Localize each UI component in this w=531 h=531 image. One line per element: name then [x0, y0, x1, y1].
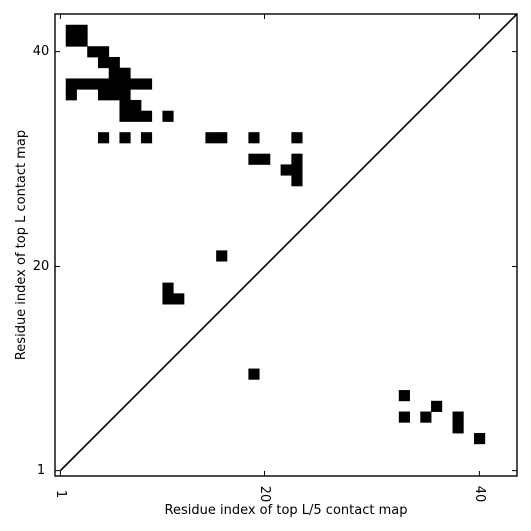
contact-cell-top-l	[248, 153, 260, 165]
contact-cell-top-l	[248, 132, 260, 144]
contact-cell-top-l5	[398, 390, 410, 402]
contact-cell-top-l5	[474, 433, 486, 445]
contact-cell-top-l	[108, 67, 120, 79]
y-tick-label: 1	[37, 463, 45, 478]
contact-cell-top-l	[65, 35, 77, 47]
contact-cell-top-l	[205, 132, 217, 144]
contact-cells	[65, 24, 486, 445]
contact-cell-top-l5	[452, 422, 464, 434]
contact-cell-top-l	[291, 153, 303, 165]
contact-cell-top-l	[76, 35, 88, 47]
contact-cell-top-l	[97, 132, 110, 144]
contact-cell-top-l	[65, 78, 77, 90]
contact-cell-top-l	[173, 293, 185, 305]
contact-cell-top-l	[216, 132, 228, 144]
contact-cell-top-l	[97, 78, 110, 90]
contact-cell-top-l5	[420, 411, 432, 423]
contact-cell-top-l	[291, 132, 303, 144]
contact-cell-top-l	[259, 153, 271, 165]
x-tick-label: 1	[53, 490, 68, 498]
contact-cell-top-l5	[398, 411, 410, 423]
contact-cell-top-l	[119, 89, 131, 101]
contact-cell-top-l5	[248, 368, 260, 380]
contact-cell-top-l	[76, 24, 88, 36]
contact-cell-top-l	[65, 89, 77, 101]
contact-cell-top-l	[76, 78, 88, 90]
contact-cell-top-l	[108, 89, 120, 101]
contact-cell-top-l	[216, 250, 228, 262]
contact-cell-top-l	[291, 164, 303, 176]
contact-cell-top-l	[119, 67, 131, 79]
contact-cell-top-l	[130, 78, 142, 90]
x-tick-label: 20	[257, 486, 272, 503]
contact-cell-top-l	[119, 78, 131, 90]
contact-cell-top-l	[119, 132, 131, 144]
contact-cell-top-l	[97, 89, 110, 101]
contact-cell-top-l5	[431, 400, 443, 412]
y-axis-label: Residue index of top L contact map	[14, 130, 29, 360]
contact-cell-top-l	[65, 24, 77, 36]
contact-cell-top-l	[87, 78, 99, 90]
contact-cell-top-l	[162, 293, 174, 305]
contact-cell-top-l	[97, 46, 110, 58]
x-tick-label: 40	[472, 486, 487, 503]
contact-cell-top-l5	[452, 411, 464, 423]
contact-cell-top-l	[140, 78, 153, 90]
contact-cell-top-l	[97, 56, 110, 69]
contact-cell-top-l	[162, 282, 174, 294]
y-tick-label: 40	[33, 44, 50, 59]
contact-cell-top-l	[140, 132, 153, 144]
contact-cell-top-l	[162, 110, 174, 122]
axis-ticks: 1 20 40 1 20 40	[33, 14, 517, 502]
y-tick-label: 20	[33, 259, 50, 274]
plot-frame	[54, 13, 518, 477]
contact-cell-top-l	[119, 99, 131, 112]
diagonal-line	[59, 13, 518, 472]
contact-cell-top-l	[87, 46, 99, 58]
contact-cell-top-l	[280, 164, 292, 176]
contact-cell-top-l	[130, 110, 142, 122]
contact-cell-top-l	[130, 99, 142, 112]
contact-cell-top-l	[291, 175, 303, 187]
contact-cell-top-l	[119, 110, 131, 122]
contact-cell-top-l	[108, 78, 120, 90]
contact-cell-top-l	[108, 56, 120, 69]
x-axis-label: Residue index of top L/5 contact map	[165, 503, 408, 518]
contact-cell-top-l	[140, 110, 153, 122]
